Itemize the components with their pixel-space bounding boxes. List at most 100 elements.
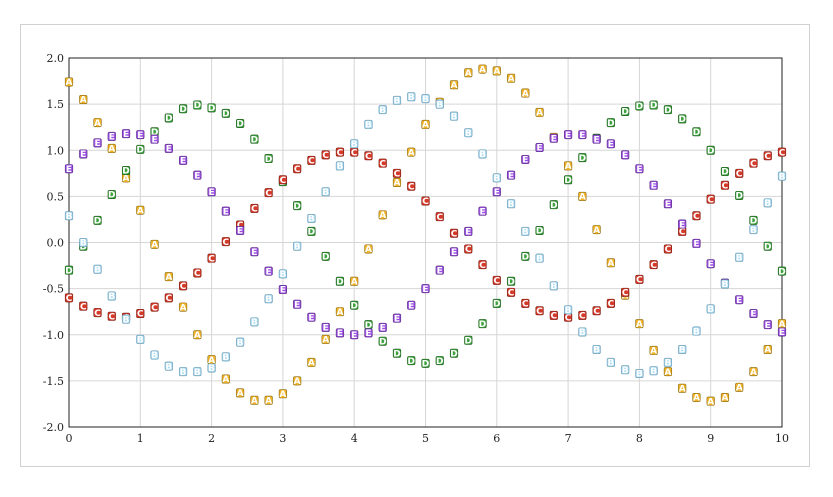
point-marker	[678, 383, 687, 393]
point-marker	[549, 200, 558, 210]
point-label: B	[764, 199, 771, 209]
point-marker	[663, 367, 673, 377]
point-marker	[592, 134, 601, 144]
data-point: A	[635, 319, 644, 330]
data-point: A	[421, 119, 430, 131]
point-marker	[193, 170, 202, 180]
data-point: E	[350, 330, 359, 341]
point-label: E	[80, 150, 86, 160]
data-point: A	[692, 392, 701, 404]
data-point: B	[164, 361, 173, 372]
point-marker	[264, 395, 273, 405]
data-point: B	[335, 161, 345, 172]
point-label: E	[194, 171, 200, 181]
point-label: D	[564, 176, 571, 186]
point-marker	[164, 272, 173, 282]
point-label: E	[551, 134, 557, 144]
data-point: A	[749, 367, 758, 378]
x-tick-label: 3	[279, 432, 286, 445]
point-marker	[421, 119, 430, 129]
point-label: A	[123, 174, 130, 184]
point-marker	[649, 180, 658, 190]
data-point: D	[749, 215, 758, 227]
data-point: B	[735, 252, 744, 263]
data-point: B	[492, 173, 501, 184]
point-marker	[478, 64, 487, 74]
point-marker	[521, 298, 530, 308]
point-label: E	[294, 301, 300, 311]
data-point: E	[93, 138, 102, 149]
point-label: D	[222, 110, 229, 120]
point-marker	[364, 328, 373, 338]
point-label: C	[536, 307, 543, 317]
data-point: A	[378, 210, 387, 221]
point-marker	[663, 105, 673, 115]
data-point: A	[178, 302, 188, 313]
data-point: C	[107, 311, 116, 323]
point-marker	[635, 319, 644, 329]
point-marker	[407, 181, 416, 191]
data-point: B	[178, 367, 188, 378]
point-label: C	[308, 157, 315, 167]
point-marker	[164, 293, 173, 303]
point-marker	[706, 396, 715, 406]
data-point: C	[407, 181, 416, 192]
data-point: C	[364, 151, 373, 162]
point-label: E	[437, 266, 443, 276]
point-marker	[578, 191, 587, 201]
point-label: C	[565, 313, 572, 323]
data-point: A	[250, 395, 259, 406]
point-marker	[578, 327, 587, 337]
point-marker	[578, 310, 587, 320]
point-marker	[321, 322, 330, 332]
point-marker	[720, 279, 730, 289]
data-point: D	[421, 358, 430, 370]
point-marker	[606, 357, 615, 367]
data-point: E	[735, 295, 744, 306]
data-point: E	[492, 187, 501, 198]
point-label: E	[209, 188, 215, 198]
data-point: C	[278, 175, 288, 186]
point-label: E	[66, 165, 72, 175]
data-point: E	[150, 134, 159, 145]
point-label: D	[579, 154, 586, 164]
data-point: D	[478, 319, 487, 330]
point-marker	[649, 345, 658, 355]
point-marker	[193, 100, 202, 110]
data-point: B	[563, 305, 573, 316]
point-marker	[421, 196, 430, 206]
point-label: E	[736, 296, 742, 306]
point-marker	[478, 319, 487, 329]
data-point: E	[535, 142, 544, 154]
data-point: C	[207, 253, 216, 264]
point-label: A	[80, 96, 87, 106]
point-marker	[121, 314, 131, 324]
point-marker	[236, 388, 245, 398]
x-tick-label: 5	[422, 432, 429, 445]
point-marker	[621, 107, 630, 117]
point-label: D	[379, 337, 386, 347]
point-marker	[64, 293, 74, 303]
point-marker	[777, 147, 787, 157]
point-label: A	[393, 179, 400, 189]
data-point: C	[221, 237, 230, 248]
data-point: C	[93, 308, 102, 319]
data-point: E	[321, 322, 330, 334]
data-point: D	[435, 356, 444, 367]
point-label: D	[251, 135, 258, 145]
point-marker	[321, 251, 330, 261]
point-label: C	[408, 182, 415, 192]
point-label: E	[223, 207, 229, 217]
point-label: B	[337, 162, 344, 172]
point-marker	[606, 298, 615, 308]
point-label: A	[779, 320, 786, 330]
point-marker	[335, 328, 345, 338]
data-point: B	[435, 99, 444, 110]
data-point: E	[307, 312, 316, 323]
point-marker	[307, 226, 316, 236]
data-point: D	[720, 166, 730, 178]
point-marker	[236, 226, 245, 236]
point-marker	[735, 295, 744, 305]
